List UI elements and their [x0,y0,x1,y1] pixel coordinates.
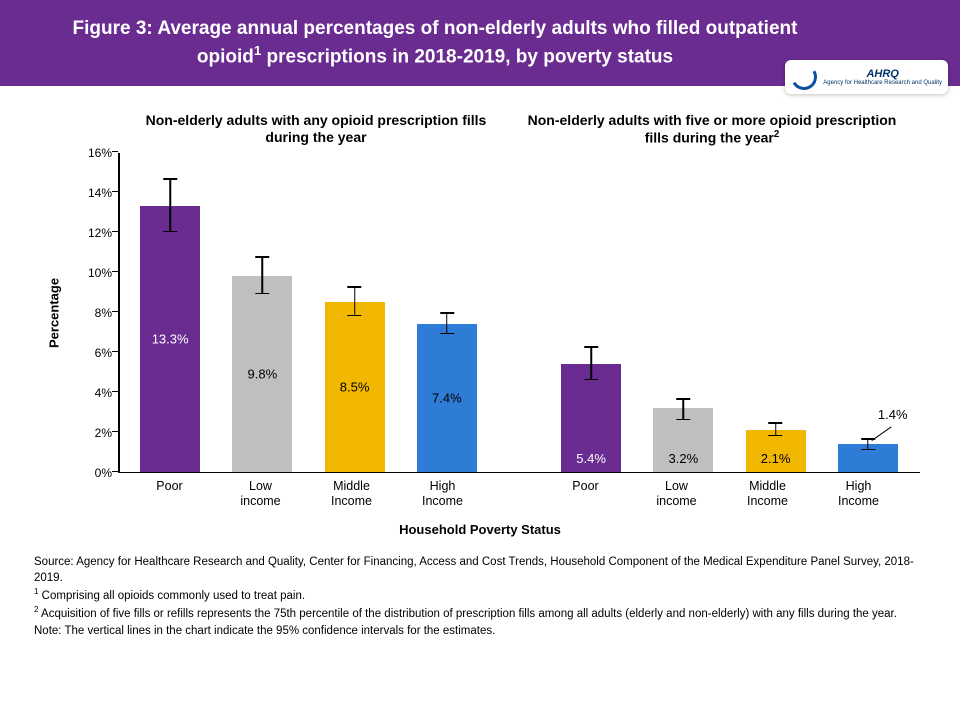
x-tick: Lowincome [221,479,300,508]
error-bar [446,312,448,334]
error-bar [867,438,869,450]
bar: 2.1% [746,430,806,472]
y-tick: 10% [88,266,112,280]
plot-region: 13.3% 9.8% 8.5% 7.4% 5.4% 3.2% 2.1% 1.4% [118,153,920,473]
x-tick: Poor [130,479,209,508]
x-axis-ticks: Poor Lowincome MiddleIncome HighIncome Poor L… [118,479,910,508]
bar: 7.4% [417,324,477,472]
figure-header: Figure 3: Average annual percentages of … [0,0,960,86]
bar-slot: 13.3% [130,206,210,472]
y-tick: 16% [88,146,112,160]
y-tick: 14% [88,186,112,200]
y-tick-mark [112,231,118,233]
y-tick: 2% [95,426,112,440]
x-tick: MiddleIncome [728,479,807,508]
chart-area: Non-elderly adults with any opioid presc… [0,86,960,545]
y-tick: 4% [95,386,112,400]
panel-subtitle-right: Non-elderly adults with five or more opi… [514,112,910,148]
panel-subtitle-left: Non-elderly adults with any opioid presc… [118,112,514,148]
bar-slot: 7.4% [407,324,487,472]
bar-value-label: 5.4% [576,451,606,466]
y-tick-mark [112,431,118,433]
x-axis-label: Household Poverty Status [40,522,920,537]
y-tick: 12% [88,226,112,240]
y-tick: 6% [95,346,112,360]
footnote-note: Note: The vertical lines in the chart in… [34,624,926,640]
bar-value-label: 13.3% [152,332,189,347]
y-axis-label: Percentage [47,278,62,348]
footnote-2: 2 Acquisition of five fills or refills r… [34,605,926,622]
error-bar [590,346,592,380]
footnote-source: Source: Agency for Healthcare Research a… [34,555,926,586]
bar: 5.4% [561,364,621,472]
bar-value-label: 8.5% [340,380,370,395]
bar-slot: 5.4% [551,364,631,472]
bar-slot: 2.1% [736,430,816,472]
y-tick-mark [112,351,118,353]
callout-leader-line [871,427,891,442]
bar-value-label: 9.8% [248,367,278,382]
bar-value-callout: 1.4% [878,407,908,422]
y-tick-mark [112,311,118,313]
logo-brand: AHRQ [823,68,942,80]
x-tick: MiddleIncome [312,479,391,508]
bar-slot: 9.8% [222,276,302,472]
error-bar [262,256,264,294]
bar-value-label: 3.2% [669,451,699,466]
bar-group: 5.4% 3.2% 2.1% 1.4% [539,153,920,472]
bar-slot: 8.5% [315,302,395,472]
panel-subtitles: Non-elderly adults with any opioid presc… [118,112,910,148]
bar-slot: 1.4% [828,444,908,472]
error-bar [169,178,171,232]
y-tick-mark [112,271,118,273]
bar: 9.8% [232,276,292,472]
footnote-1: 1 Comprising all opioids commonly used t… [34,587,926,604]
y-tick-mark [112,391,118,393]
x-tick: Lowincome [637,479,716,508]
y-tick: 8% [95,306,112,320]
y-axis-ticks: 0%2%4%6%8%10%12%14%16% [68,153,118,473]
bar: 13.3% [140,206,200,472]
x-tick: Poor [546,479,625,508]
error-bar [683,398,685,420]
error-bar [775,422,777,436]
y-tick-mark [112,191,118,193]
bar: 8.5% [325,302,385,472]
error-bar [354,286,356,316]
bar-group: 13.3% 9.8% 8.5% 7.4% [118,153,499,472]
x-tick: HighIncome [403,479,482,508]
bar-slot: 3.2% [643,408,723,472]
figure-title: Figure 3: Average annual percentages of … [60,16,810,70]
bar-value-label: 2.1% [761,451,791,466]
y-tick-mark [112,151,118,153]
y-tick-mark [112,471,118,473]
bar-value-label: 7.4% [432,391,462,406]
y-tick: 0% [95,466,112,480]
x-tick: HighIncome [819,479,898,508]
footnotes: Source: Agency for Healthcare Research a… [0,545,960,639]
